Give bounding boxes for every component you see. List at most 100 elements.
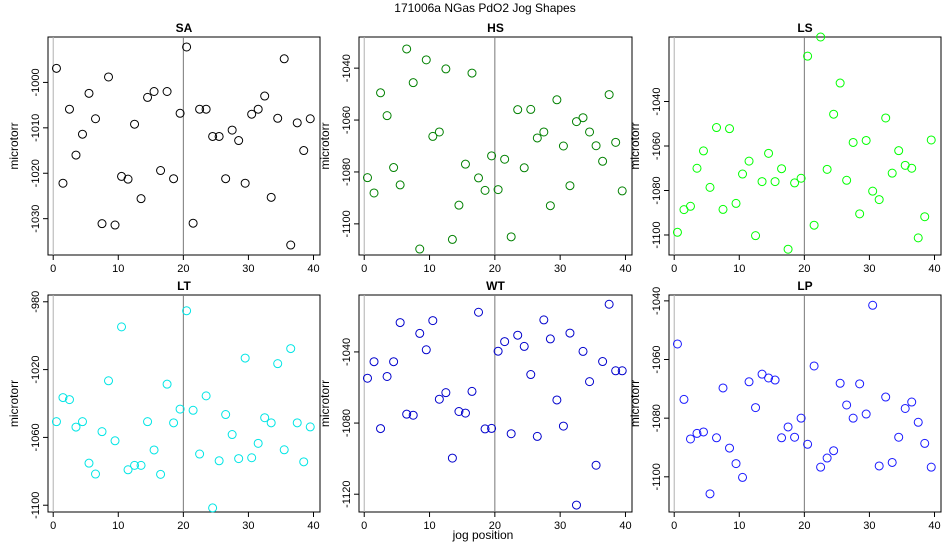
y-tick-label: -1060 [651,345,663,373]
data-point [611,366,621,376]
data-point [731,459,741,469]
data-point [460,408,470,418]
data-point [565,181,575,191]
data-point [77,129,87,139]
data-point [578,113,588,123]
panels: SA 0 10 20 30 40 -1030 -1020 -1010 -1000 microtorr… [7,21,942,532]
data-point [571,117,581,127]
data-point [718,383,728,393]
data-point [692,428,702,438]
x-tick-label: 20 [177,263,189,275]
data-point [493,346,503,356]
x-tick-label: 40 [928,263,940,275]
data-point [305,114,315,124]
data-point [447,234,457,244]
data-point [679,394,689,404]
data-point [279,445,289,455]
data-point [881,392,891,402]
data-point [894,432,904,442]
y-axis-label: microtorr [318,380,332,427]
panel-title: HS [487,21,504,35]
y-tick-label: -1040 [341,54,353,82]
y-tick-label: -1040 [651,87,663,115]
data-point [881,113,891,123]
data-point [506,429,516,439]
data-point [123,465,133,475]
x-tick-label: 30 [242,520,254,532]
data-point [744,156,754,166]
data-point [712,433,722,443]
data-point [790,178,800,188]
data-point [532,431,542,441]
data-point [136,460,146,470]
data-point [362,173,372,183]
data-point [77,417,87,427]
data-point [532,133,542,143]
data-point [783,422,793,432]
data-point [487,151,497,161]
data-point [519,163,529,173]
x-tick-label: 0 [361,263,367,275]
panel-title: WT [486,279,505,293]
y-tick-label: -1030 [30,205,42,233]
x-tick-label: 0 [671,520,677,532]
x-tick-label: 10 [733,520,745,532]
data-point [578,346,588,356]
data-point [434,127,444,137]
data-point [227,125,237,135]
data-point [97,219,107,229]
y-tick-label: -1020 [30,159,42,187]
data-point [260,91,270,101]
data-point [868,186,878,196]
data-point [214,131,224,141]
data-point [539,315,549,325]
data-point [84,458,94,468]
data-point [104,376,114,386]
y-tick-label: -1040 [341,338,353,366]
panel-title: LS [797,21,812,35]
data-point [266,418,276,428]
y-axis-label: microtorr [628,380,642,427]
y-tick-label: -1060 [30,423,42,451]
y-tick-label: -1100 [341,210,353,237]
data-point [751,231,761,241]
data-point [84,88,94,98]
x-tick-label: 10 [112,263,124,275]
data-point [460,159,470,169]
data-point [434,394,444,404]
data-point [369,357,379,367]
data-point [861,409,871,419]
data-point [585,377,595,387]
data-point [855,209,865,219]
data-point [467,68,477,78]
data-point [382,371,392,381]
x-tick-label: 20 [177,520,189,532]
data-point [751,403,761,413]
data-point [887,168,897,178]
data-point [712,123,722,133]
data-point [796,173,806,183]
x-tick-label: 30 [554,520,566,532]
x-tick-label: 10 [423,263,435,275]
data-point [545,201,555,211]
data-point [764,148,774,158]
data-point [783,244,793,254]
data-point [526,104,536,114]
y-tick-label: -1000 [30,68,42,96]
data-point [591,141,601,151]
data-point [195,104,205,114]
x-tick-label: 0 [361,520,367,532]
data-point [247,453,257,463]
data-point [382,111,392,121]
plot-frame [668,36,942,256]
data-point [221,174,231,184]
data-point [130,460,140,470]
x-tick-label: 30 [863,520,875,532]
x-tick-label: 10 [733,263,745,275]
data-point [292,418,302,428]
data-point [705,489,715,499]
data-point [926,462,936,472]
data-point [123,174,133,184]
panel-title: LP [797,279,812,293]
